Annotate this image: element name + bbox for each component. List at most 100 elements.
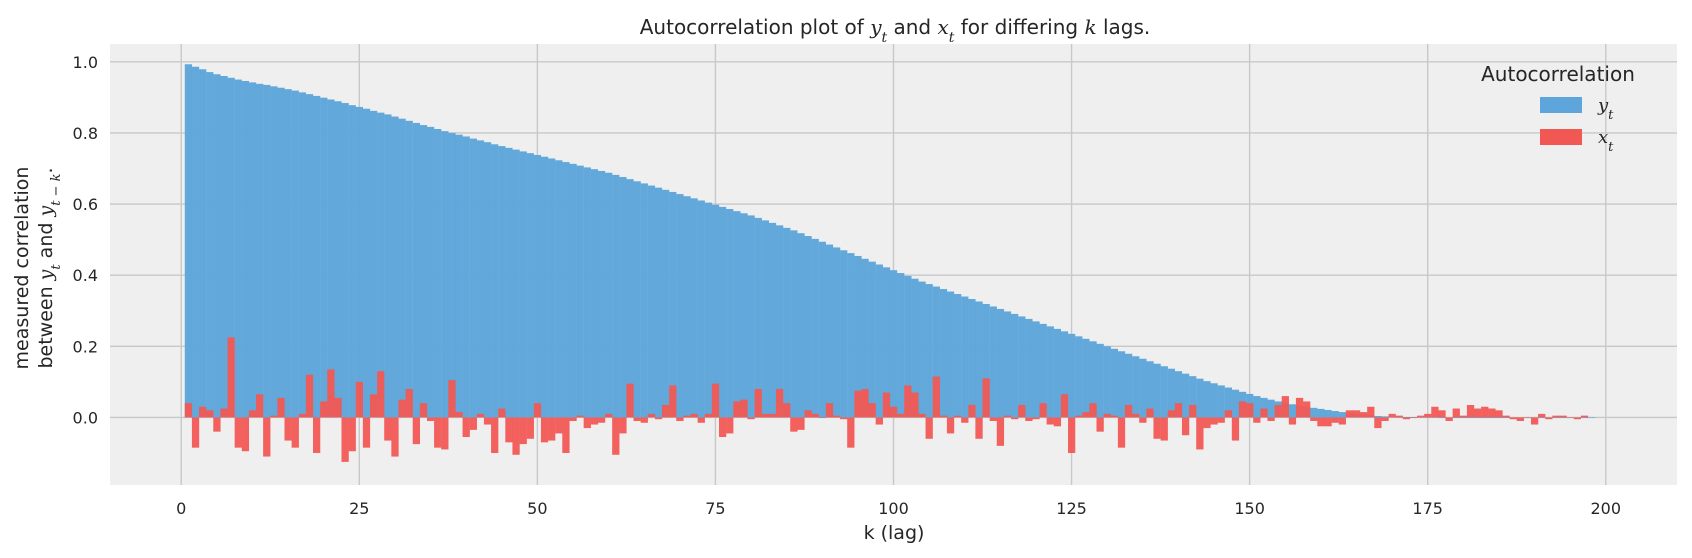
bar-x-lag-182	[1474, 408, 1482, 418]
bar-y-lag-16	[291, 90, 299, 418]
bar-y-lag-145	[1210, 383, 1218, 418]
bar-y-lag-77	[726, 209, 734, 418]
bar-x-lag-166	[1360, 412, 1368, 418]
x-tick-label: 200	[1590, 499, 1621, 518]
bar-x-lag-124	[1060, 394, 1069, 418]
bar-x-lag-45	[498, 408, 506, 418]
bar-x-lag-131	[1110, 415, 1119, 418]
bar-x-lag-69	[669, 385, 677, 418]
bar-x-lag-163	[1338, 417, 1346, 425]
bar-x-lag-3	[199, 406, 207, 418]
bar-y-lag-97	[868, 261, 876, 418]
bar-y-lag-34	[419, 125, 428, 418]
bar-y-lag-184	[1488, 417, 1496, 419]
bar-x-lag-61	[612, 417, 620, 455]
bar-x-lag-82	[761, 413, 769, 418]
bar-x-lag-57	[583, 417, 591, 429]
bar-y-lag-95	[854, 255, 862, 418]
bar-x-lag-51	[540, 417, 549, 443]
bar-x-lag-171	[1395, 415, 1403, 418]
bar-y-lag-121	[1039, 323, 1047, 418]
bar-x-lag-139	[1167, 410, 1175, 418]
bar-x-lag-9	[241, 417, 250, 452]
bar-y-lag-10	[248, 82, 257, 418]
bar-x-lag-109	[954, 415, 962, 418]
bar-x-lag-160	[1317, 417, 1325, 427]
bar-x-lag-184	[1488, 408, 1496, 418]
bar-y-lag-81	[754, 217, 762, 418]
bar-y-lag-151	[1253, 396, 1261, 418]
y-axis-label-line2: between yt and yt − k.	[35, 167, 64, 368]
bar-x-lag-72	[690, 413, 698, 418]
bar-y-lag-198	[1587, 417, 1596, 419]
x-tick-label: 150	[1234, 499, 1265, 518]
bar-y-lag-39	[455, 134, 463, 418]
bar-x-lag-159	[1310, 417, 1318, 421]
bar-y-lag-168	[1374, 416, 1382, 418]
bar-x-lag-175	[1424, 413, 1432, 418]
bar-x-lag-32	[405, 388, 413, 418]
bar-y-lag-125	[1068, 333, 1076, 418]
bar-x-lag-38	[448, 380, 456, 418]
bar-y-lag-144	[1203, 381, 1211, 418]
bar-x-lag-47	[512, 417, 520, 455]
bar-y-lag-113	[982, 303, 990, 418]
bar-y-lag-108	[946, 291, 955, 418]
bar-y-lag-101	[897, 273, 905, 418]
bar-x-lag-41	[469, 417, 477, 430]
bar-y-lag-24	[348, 105, 356, 418]
bar-x-lag-147	[1224, 410, 1232, 418]
bar-y-lag-180	[1459, 417, 1468, 419]
bar-y-lag-58	[590, 169, 599, 418]
bar-x-lag-156	[1288, 417, 1297, 425]
bar-y-lag-64	[633, 181, 641, 418]
bar-x-lag-95	[854, 390, 862, 418]
x-tick-label: 175	[1412, 499, 1443, 518]
bar-y-lag-126	[1075, 336, 1083, 418]
bar-x-lag-142	[1189, 404, 1197, 418]
chart-title: Autocorrelation plot of yt and xt for di…	[640, 15, 1151, 46]
bar-y-lag-116	[1003, 311, 1012, 418]
bar-y-lag-7	[227, 77, 235, 418]
bar-x-lag-92	[832, 415, 841, 418]
bar-x-lag-60	[605, 413, 613, 418]
bar-y-lag-61	[612, 174, 620, 418]
bar-x-lag-40	[462, 417, 470, 437]
bar-y-lag-22	[334, 101, 342, 418]
bar-x-lag-98	[875, 417, 883, 425]
bar-x-lag-111	[968, 404, 976, 418]
bar-x-lag-4	[206, 410, 214, 418]
bar-y-lag-88	[804, 236, 812, 418]
bar-y-lag-179	[1452, 417, 1460, 419]
bar-x-lag-145	[1210, 417, 1218, 425]
bar-y-lag-118	[1018, 316, 1026, 418]
bar-x-lag-46	[505, 417, 513, 443]
x-tick-label: 0	[176, 499, 186, 518]
bar-y-lag-40	[462, 136, 470, 418]
bar-y-lag-109	[954, 294, 962, 418]
bar-x-lag-43	[483, 417, 492, 425]
bar-x-lag-186	[1502, 415, 1510, 418]
bar-x-lag-11	[256, 394, 264, 418]
bar-y-lag-106	[932, 286, 940, 418]
bar-y-lag-133	[1124, 353, 1133, 418]
bar-x-lag-155	[1281, 396, 1289, 418]
bar-x-lag-146	[1217, 417, 1225, 423]
bar-y-lag-63	[626, 179, 634, 418]
bar-x-lag-158	[1303, 401, 1311, 418]
bar-y-lag-4	[206, 72, 214, 418]
bar-y-lag-12	[263, 84, 271, 418]
bar-x-lag-31	[398, 399, 406, 418]
bar-x-lag-10	[248, 410, 257, 418]
bar-x-lag-14	[277, 397, 285, 418]
bar-y-lag-172	[1402, 417, 1411, 418]
bar-x-lag-81	[754, 388, 762, 418]
bar-y-lag-56	[576, 165, 584, 418]
bar-y-lag-127	[1082, 338, 1090, 418]
bar-y-lag-99	[882, 267, 891, 418]
bar-y-lag-111	[968, 299, 976, 418]
bar-y-lag-14	[277, 87, 285, 418]
bar-x-lag-44	[491, 417, 499, 453]
bar-x-lag-25	[355, 381, 363, 418]
